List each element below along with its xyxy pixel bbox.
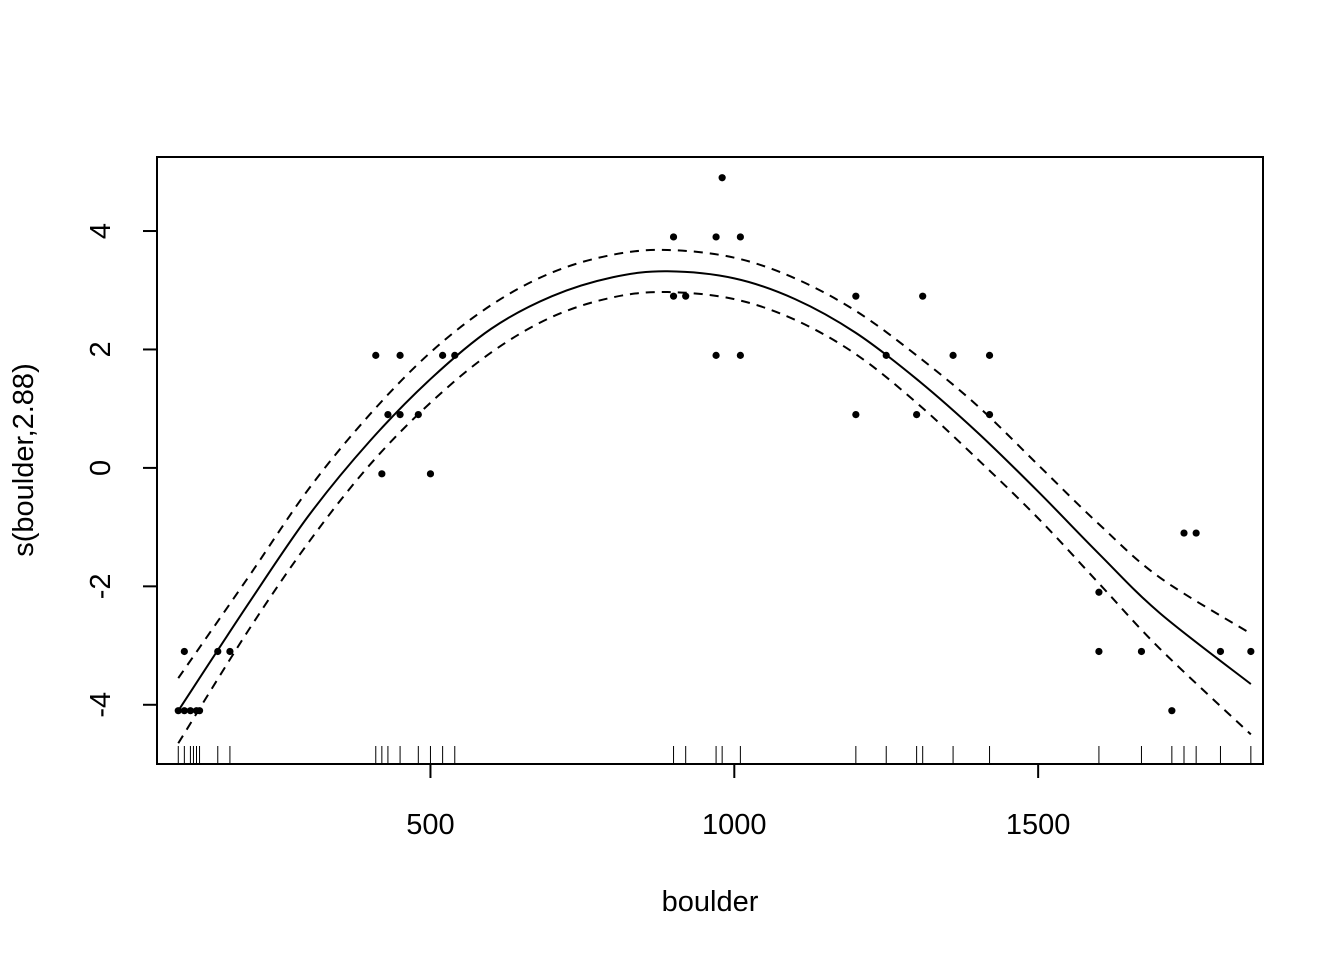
- residual-point: [414, 411, 422, 419]
- residual-point: [1192, 529, 1200, 537]
- residual-point: [736, 233, 744, 241]
- y-axis: -4 -2 0 2 4: [85, 223, 158, 718]
- residual-point: [736, 351, 744, 359]
- residual-point: [985, 411, 994, 419]
- y-tick-label: -4: [85, 692, 117, 718]
- y-tick-label: 2: [85, 341, 117, 357]
- residual-point: [1137, 647, 1146, 656]
- residual-point: [919, 292, 927, 300]
- residual-point: [949, 351, 957, 359]
- residual-point: [451, 351, 459, 359]
- residual-point: [669, 233, 678, 241]
- residual-point: [372, 351, 380, 359]
- residual-point: [214, 647, 222, 656]
- residual-point: [226, 647, 234, 656]
- y-axis-title: s(boulder,2.88): [8, 363, 40, 556]
- residual-point: [396, 411, 404, 419]
- y-tick-label: 4: [85, 223, 117, 239]
- y-tick-label: -2: [85, 573, 117, 599]
- x-tick-label: 500: [406, 809, 454, 841]
- residual-point: [1216, 647, 1225, 656]
- x-tick-label: 1000: [702, 809, 767, 841]
- lower-band-line: [177, 290, 1252, 744]
- residual-point: [378, 470, 386, 478]
- residual-point: [718, 174, 726, 182]
- residual-point: [913, 411, 921, 419]
- residual-points: [174, 174, 1255, 715]
- residual-point: [712, 233, 720, 241]
- residual-point: [1168, 707, 1176, 715]
- residual-point: [669, 292, 678, 300]
- residual-point: [682, 292, 690, 300]
- residual-point: [195, 707, 204, 715]
- residual-point: [712, 351, 720, 359]
- residual-point: [426, 470, 435, 478]
- residual-point: [174, 707, 182, 715]
- residual-point: [1095, 588, 1103, 596]
- residual-point: [396, 351, 404, 359]
- x-axis-title: boulder: [662, 886, 759, 918]
- rug-marks: [177, 746, 1252, 764]
- smooth-line: [177, 270, 1252, 712]
- residual-point: [1247, 647, 1255, 656]
- residual-point: [180, 647, 188, 656]
- residual-point: [1095, 647, 1103, 656]
- x-tick-label: 1500: [1006, 809, 1071, 841]
- confidence-bands: [177, 248, 1252, 744]
- residual-point: [882, 351, 890, 359]
- residual-point: [1180, 529, 1188, 537]
- residual-point: [852, 411, 860, 419]
- residual-point: [985, 351, 994, 359]
- residual-point: [384, 411, 392, 419]
- residual-point: [852, 292, 860, 300]
- upper-band-line: [177, 248, 1252, 679]
- residual-point: [180, 707, 188, 715]
- y-tick-label: 0: [85, 460, 117, 476]
- smooth-fit: [177, 270, 1252, 712]
- residual-point: [186, 707, 195, 715]
- residual-point: [439, 351, 447, 359]
- x-axis: 500 1000 1500: [406, 763, 1071, 841]
